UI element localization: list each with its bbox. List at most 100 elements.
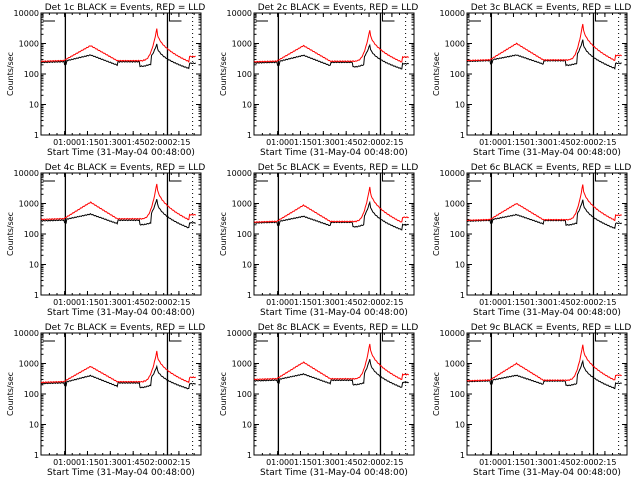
y-tick-label: 10 [455,101,465,110]
x-tick-label: 02:00 [145,138,168,147]
y-tick-label: 100 [450,230,465,239]
y-tick-label: 1000 [232,40,252,49]
y-tick-label: 10 [455,421,465,430]
x-tick-label: 02:15 [380,138,403,147]
y-tick-label: 10 [29,421,39,430]
x-tick-label: 01:30 [525,298,548,307]
y-axis-label: Counts/sec [432,52,441,96]
series-lld-line [253,30,409,63]
y-axis-label: Counts/sec [6,212,15,256]
panel-det-9: Det 9c BLACK = Events, RED = LLD 1 10 100 10… [432,323,631,478]
y-axis-label: Counts/sec [219,52,228,96]
x-tick-label: 02:15 [593,298,616,307]
y-tick-label: 10 [455,261,465,270]
x-tick-label: 01:45 [548,138,571,147]
x-tick-label: 01:45 [122,298,145,307]
y-axis-label: Counts/sec [432,372,441,416]
series-events-line [253,200,409,231]
y-tick-label: 1000 [232,200,252,209]
bracket-mark-left [468,13,481,22]
x-tick-label: 02:00 [571,458,594,467]
y-tick-label: 10000 [14,169,39,178]
series-events-line [40,43,196,70]
y-axis-label: Counts/sec [6,52,15,96]
x-tick-label: 01:15 [502,298,525,307]
x-tick-label: 02:00 [145,298,168,307]
x-tick-label: 01:15 [289,298,312,307]
bracket-mark-right [168,9,182,22]
panel-title: Det 8c BLACK = Events, RED = LLD [258,323,419,333]
y-tick-label: 1000 [445,200,465,209]
x-tick-label: 01:30 [312,458,335,467]
x-tick-label: 01:15 [502,138,525,147]
series-lld-line [466,344,622,382]
y-tick-label: 100 [237,390,252,399]
x-tick-label: 01:45 [335,298,358,307]
y-tick-label: 10000 [440,9,465,18]
panel-det-3: Det 3c BLACK = Events, RED = LLD 1 10 100 10… [432,3,631,158]
y-tick-label: 1000 [232,360,252,369]
series-events-line [253,359,409,388]
y-tick-label: 1 [34,451,39,460]
x-tick-label: 01:30 [525,458,548,467]
x-tick-label: 02:15 [167,138,190,147]
panel-title: Det 1c BLACK = Events, RED = LLD [45,3,206,13]
series-events-line [40,199,196,229]
x-tick-label: 01:45 [548,458,571,467]
panel-det-4: Det 4c BLACK = Events, RED = LLD 1 10 100 10… [6,163,205,318]
x-tick-label: 01:45 [122,138,145,147]
x-tick-label: 01:45 [122,458,145,467]
x-axis-label: Start Time (31-May-04 00:48:00) [47,468,195,478]
x-axis-label: Start Time (31-May-04 00:48:00) [260,468,408,478]
x-tick-label: 01:00 [479,458,502,467]
x-tick-label: 02:15 [167,458,190,467]
y-tick-label: 1 [460,291,465,300]
y-tick-label: 10000 [227,329,252,338]
y-tick-label: 1 [247,451,252,460]
series-events-line [253,43,409,70]
x-tick-label: 01:00 [479,138,502,147]
x-tick-label: 01:30 [312,138,335,147]
x-axis-label: Start Time (31-May-04 00:48:00) [473,468,621,478]
x-tick-label: 02:00 [358,138,381,147]
series-lld-line [253,186,409,224]
y-tick-label: 10 [29,101,39,110]
panel-det-7: Det 7c BLACK = Events, RED = LLD 1 10 100 10… [6,323,205,478]
y-tick-label: 10000 [14,329,39,338]
x-tick-label: 01:00 [479,298,502,307]
y-tick-label: 10 [242,101,252,110]
x-tick-label: 01:00 [266,298,289,307]
x-tick-label: 01:00 [53,458,76,467]
series-events-line [40,364,196,390]
bracket-mark-right [168,329,182,342]
panel-title: Det 6c BLACK = Events, RED = LLD [471,163,632,173]
panel-title: Det 2c BLACK = Events, RED = LLD [258,3,419,13]
x-tick-label: 02:00 [145,458,168,467]
bracket-mark-left [42,333,55,342]
series-lld-line [466,23,622,62]
x-tick-label: 01:15 [502,458,525,467]
bracket-mark-right [594,9,608,22]
y-tick-label: 10000 [227,9,252,18]
x-tick-label: 01:30 [312,298,335,307]
panel-det-2: Det 2c BLACK = Events, RED = LLD 1 10 100 10… [219,3,418,158]
y-tick-label: 10 [29,261,39,270]
y-tick-label: 100 [237,230,252,239]
x-tick-label: 01:30 [525,138,548,147]
x-axis-label: Start Time (31-May-04 00:48:00) [473,308,621,318]
x-tick-label: 01:15 [76,458,99,467]
bracket-mark-right [594,169,608,182]
y-axis-label: Counts/sec [219,372,228,416]
bracket-mark-left [255,333,268,342]
y-tick-label: 100 [24,390,39,399]
x-axis-label: Start Time (31-May-04 00:48:00) [47,308,195,318]
x-tick-label: 02:15 [593,458,616,467]
y-axis-label: Counts/sec [6,372,15,416]
bracket-mark-right [594,329,608,342]
series-lld-line [466,184,622,222]
panel-det-1: Det 1c BLACK = Events, RED = LLD 1 10 100 10… [6,3,205,158]
series-events-line [466,39,622,70]
x-tick-label: 01:00 [53,298,76,307]
series-events-line [466,359,622,390]
bracket-mark-left [42,13,55,22]
